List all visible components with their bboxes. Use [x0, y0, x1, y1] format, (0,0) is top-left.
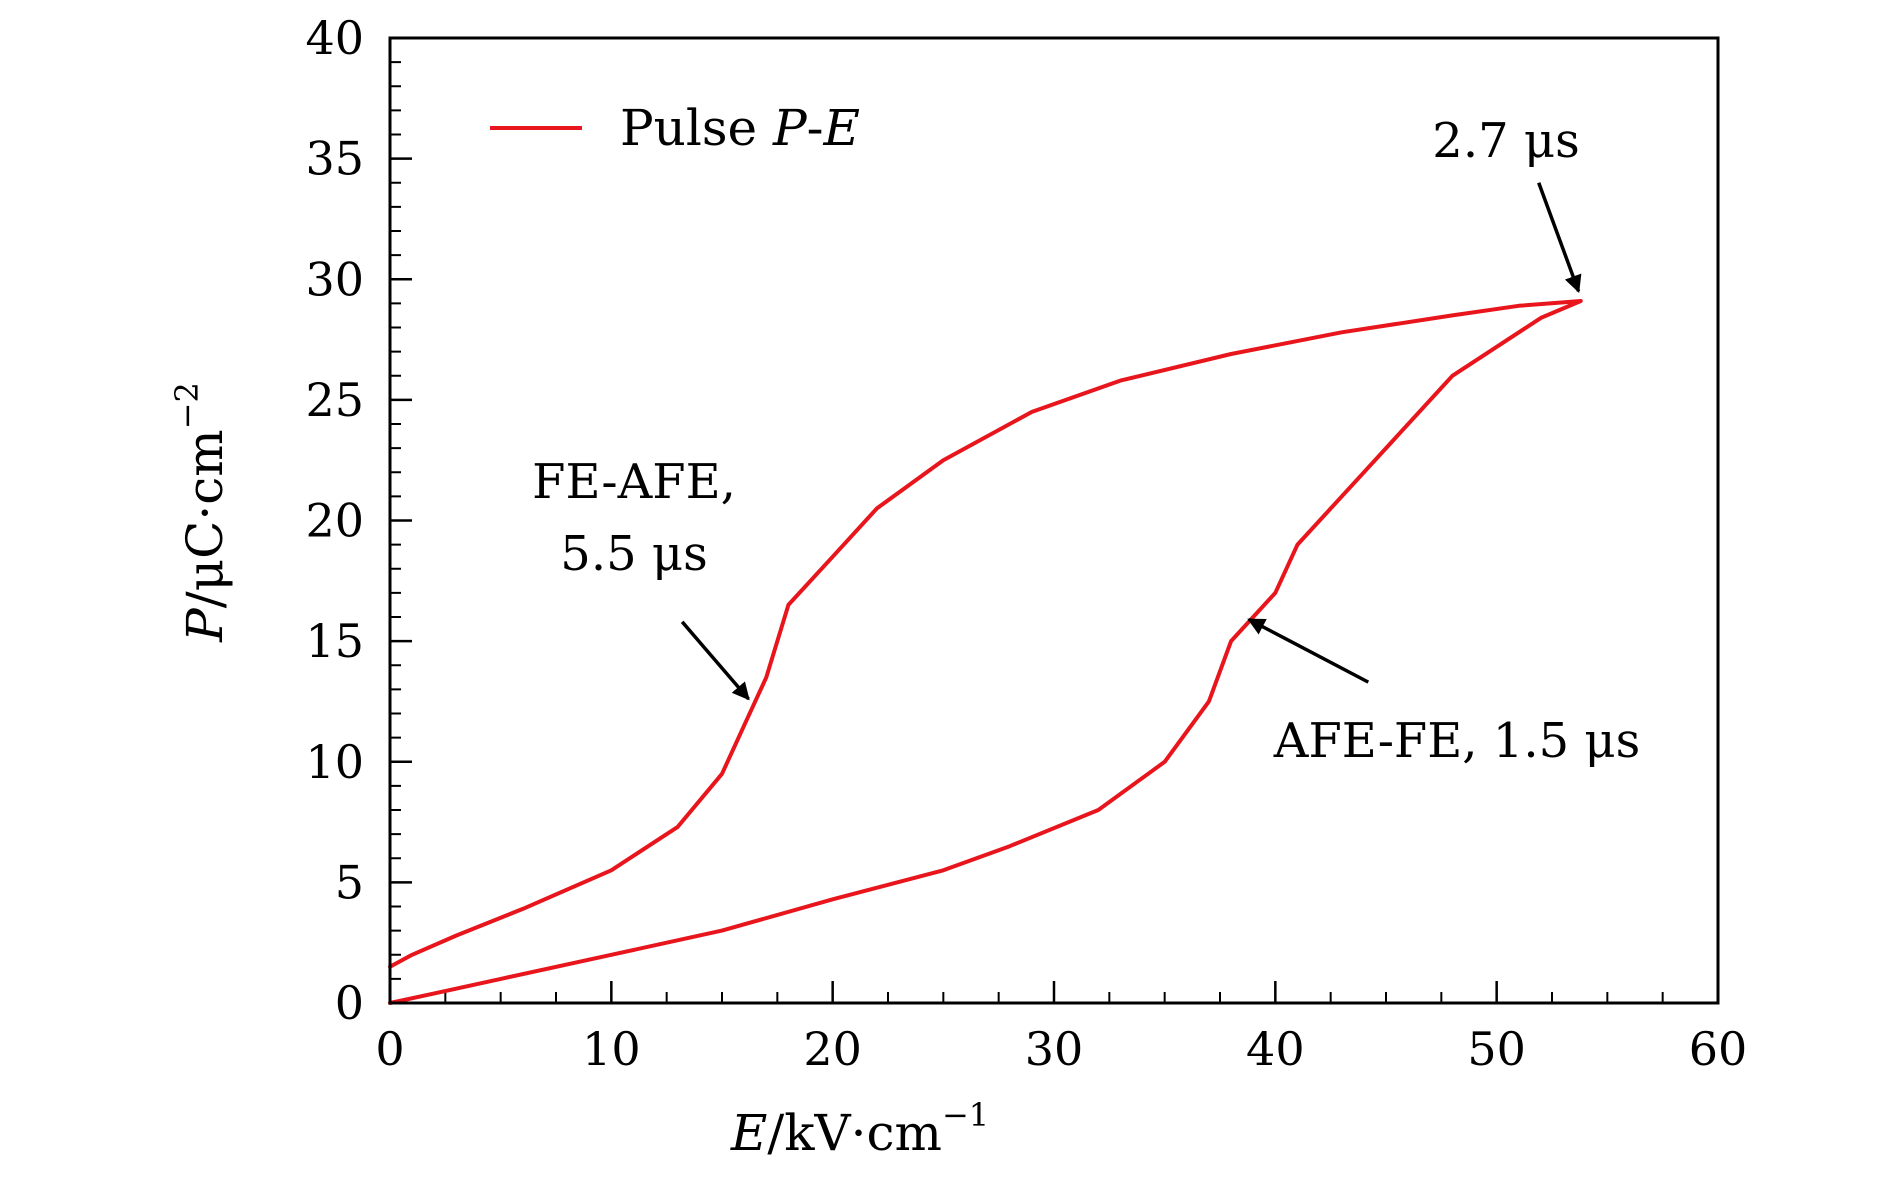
- y-tick-label: 0: [335, 976, 364, 1030]
- y-tick-label: 20: [305, 494, 364, 548]
- x-tick-label: 60: [1689, 1022, 1748, 1076]
- y-tick-label: 40: [305, 11, 364, 65]
- x-tick-label: 40: [1246, 1022, 1305, 1076]
- legend: Pulse P-E: [490, 99, 860, 157]
- annotation-2-7us: 2.7 μs: [1432, 113, 1582, 293]
- y-tick-label: 15: [305, 614, 364, 668]
- series-layer: [388, 299, 1583, 1005]
- y-tick-labels: 0 5 10 15 20 25 30 35 40: [305, 11, 364, 1030]
- annotation-fe-afe-arrow: [680, 620, 750, 701]
- x-tick-label: 20: [803, 1022, 862, 1076]
- legend-label: Pulse P-E: [620, 99, 860, 157]
- annotation-2-7us-arrow: [1537, 182, 1582, 293]
- x-tick-label: 0: [375, 1022, 404, 1076]
- x-axis-title: E/kV·cm−1: [730, 1096, 989, 1162]
- x-axis-minor-ticks: [444, 992, 1664, 1003]
- y-tick-label: 30: [305, 252, 364, 306]
- annotation-2-7us-label: 2.7 μs: [1432, 113, 1579, 169]
- x-tick-label: 30: [1025, 1022, 1084, 1076]
- x-tick-labels: 0 10 20 30 40 50 60: [375, 1022, 1747, 1076]
- x-tick-label: 10: [582, 1022, 641, 1076]
- x-tick-label: 50: [1467, 1022, 1526, 1076]
- y-axis-minor-ticks: [390, 61, 401, 980]
- series-line-pulse-pe: [388, 299, 1583, 1005]
- y-axis-title: P/μC·cm−2: [168, 382, 234, 643]
- annotation-afe-fe-arrow: [1247, 617, 1370, 684]
- y-tick-label: 25: [305, 373, 364, 427]
- y-axis-ticks: [390, 36, 412, 1005]
- y-tick-label: 10: [305, 735, 364, 789]
- x-axis-ticks: [388, 981, 1720, 1003]
- y-tick-label: 35: [305, 132, 364, 186]
- y-tick-label: 5: [335, 855, 364, 909]
- annotation-fe-afe-label-line1: FE-AFE,: [532, 454, 736, 510]
- annotation-afe-fe-label: AFE-FE, 1.5 μs: [1273, 713, 1640, 769]
- annotation-fe-afe: FE-AFE, 5.5 μs: [532, 454, 750, 701]
- annotation-fe-afe-label-line2: 5.5 μs: [560, 526, 707, 582]
- annotation-afe-fe: AFE-FE, 1.5 μs: [1247, 617, 1640, 769]
- plot-frame: [388, 36, 1720, 1005]
